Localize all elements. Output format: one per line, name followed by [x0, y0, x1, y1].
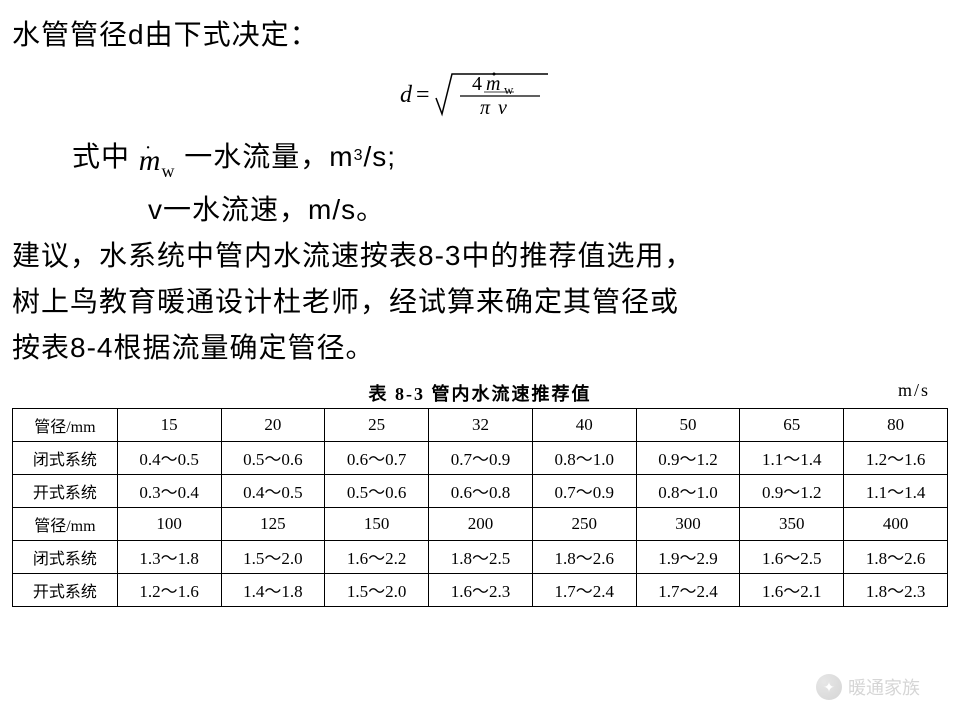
table-cell: 0.3～0.4: [117, 474, 221, 507]
svg-text:w: w: [504, 82, 514, 97]
line-6: 树上鸟教育暖通设计杜老师，经试算来确定其管径或: [12, 279, 948, 325]
table-cell: 200: [429, 507, 533, 540]
svg-text:=: =: [416, 82, 430, 108]
line-4: v一水流速，m/s。: [12, 187, 948, 233]
table-cell: 1.8～2.3: [844, 573, 948, 606]
svg-text:d: d: [400, 82, 413, 108]
table-cell: 1.4～1.8: [221, 573, 325, 606]
row-label: 管径/mm: [13, 408, 118, 441]
table-cell: 1.5～2.0: [325, 573, 429, 606]
table-cell: 1.8～2.5: [429, 540, 533, 573]
table-cell: 65: [740, 408, 844, 441]
table-cell: 40: [532, 408, 636, 441]
table-unit: m/s: [898, 380, 930, 401]
l3b: 一水流量，m3/s;: [184, 141, 396, 172]
table-cell: 1.8～2.6: [844, 540, 948, 573]
formula-d: d = 4 m w π v: [12, 64, 948, 124]
table-cell: 1.7～2.4: [532, 573, 636, 606]
table-cell: 1.1～1.4: [844, 474, 948, 507]
table-cell: 50: [636, 408, 740, 441]
table-cell: 1.3～1.8: [117, 540, 221, 573]
table-cell: 0.4～0.5: [117, 441, 221, 474]
line-5: 建议，水系统中管内水流速按表8-3中的推荐值选用，: [12, 233, 948, 279]
table-cell: 1.6～2.2: [325, 540, 429, 573]
table-cell: 32: [429, 408, 533, 441]
table-cell: 1.5～2.0: [221, 540, 325, 573]
table-cell: 0.9～1.2: [636, 441, 740, 474]
watermark: ✦ 暖通家族: [816, 674, 920, 700]
row-label: 开式系统: [13, 573, 118, 606]
velocity-table: 管径/mm1520253240506580闭式系统0.4～0.50.5～0.60…: [12, 408, 948, 607]
table-cell: 0.7～0.9: [429, 441, 533, 474]
wechat-icon: ✦: [816, 674, 842, 700]
table-cell: 1.8～2.6: [532, 540, 636, 573]
watermark-text: 暖通家族: [848, 674, 920, 700]
table-cell: 400: [844, 507, 948, 540]
table-cell: 300: [636, 507, 740, 540]
row-label: 开式系统: [13, 474, 118, 507]
row-label: 闭式系统: [13, 441, 118, 474]
row-label: 管径/mm: [13, 507, 118, 540]
l3b-text: 一水流量，m: [184, 141, 353, 172]
svg-text:v: v: [498, 97, 507, 119]
table-cell: 15: [117, 408, 221, 441]
table-cell: 0.6～0.7: [325, 441, 429, 474]
table-cell: 0.7～0.9: [532, 474, 636, 507]
table-cell: 1.6～2.1: [740, 573, 844, 606]
table-cell: 0.5～0.6: [325, 474, 429, 507]
table-cell: 1.1～1.4: [740, 441, 844, 474]
table-cell: 1.6～2.3: [429, 573, 533, 606]
table-cell: 250: [532, 507, 636, 540]
table-cell: 1.2～1.6: [117, 573, 221, 606]
l3c-text: /s;: [363, 141, 396, 172]
table-cell: 1.6～2.5: [740, 540, 844, 573]
line-7: 按表8-4根据流量确定管径。: [12, 325, 948, 371]
table-cell: 1.7～2.4: [636, 573, 740, 606]
table-cell: 1.2～1.6: [844, 441, 948, 474]
line-3: 式中 m·w 一水流量，m3/s;: [12, 134, 948, 187]
l3a: 式中: [72, 141, 139, 172]
table-cell: 80: [844, 408, 948, 441]
table-cell: 0.9～1.2: [740, 474, 844, 507]
table-cell: 25: [325, 408, 429, 441]
table-cell: 0.8～1.0: [636, 474, 740, 507]
line-1: 水管管径d由下式决定：: [12, 12, 948, 58]
table-cell: 0.6～0.8: [429, 474, 533, 507]
table-cell: 1.9～2.9: [636, 540, 740, 573]
table-cell: 150: [325, 507, 429, 540]
table-cell: 125: [221, 507, 325, 540]
symbol-mdot: m·w: [139, 136, 176, 187]
table-cell: 0.8～1.0: [532, 441, 636, 474]
table-title-text: 表 8-3 管内水流速推荐值: [369, 384, 592, 404]
table-cell: 0.4～0.5: [221, 474, 325, 507]
table-cell: 350: [740, 507, 844, 540]
svg-text:4: 4: [472, 73, 482, 95]
row-label: 闭式系统: [13, 540, 118, 573]
table-cell: 100: [117, 507, 221, 540]
table-title: 表 8-3 管内水流速推荐值 m/s: [12, 380, 948, 406]
svg-text:π: π: [480, 97, 491, 119]
table-cell: 20: [221, 408, 325, 441]
table-cell: 0.5～0.6: [221, 441, 325, 474]
